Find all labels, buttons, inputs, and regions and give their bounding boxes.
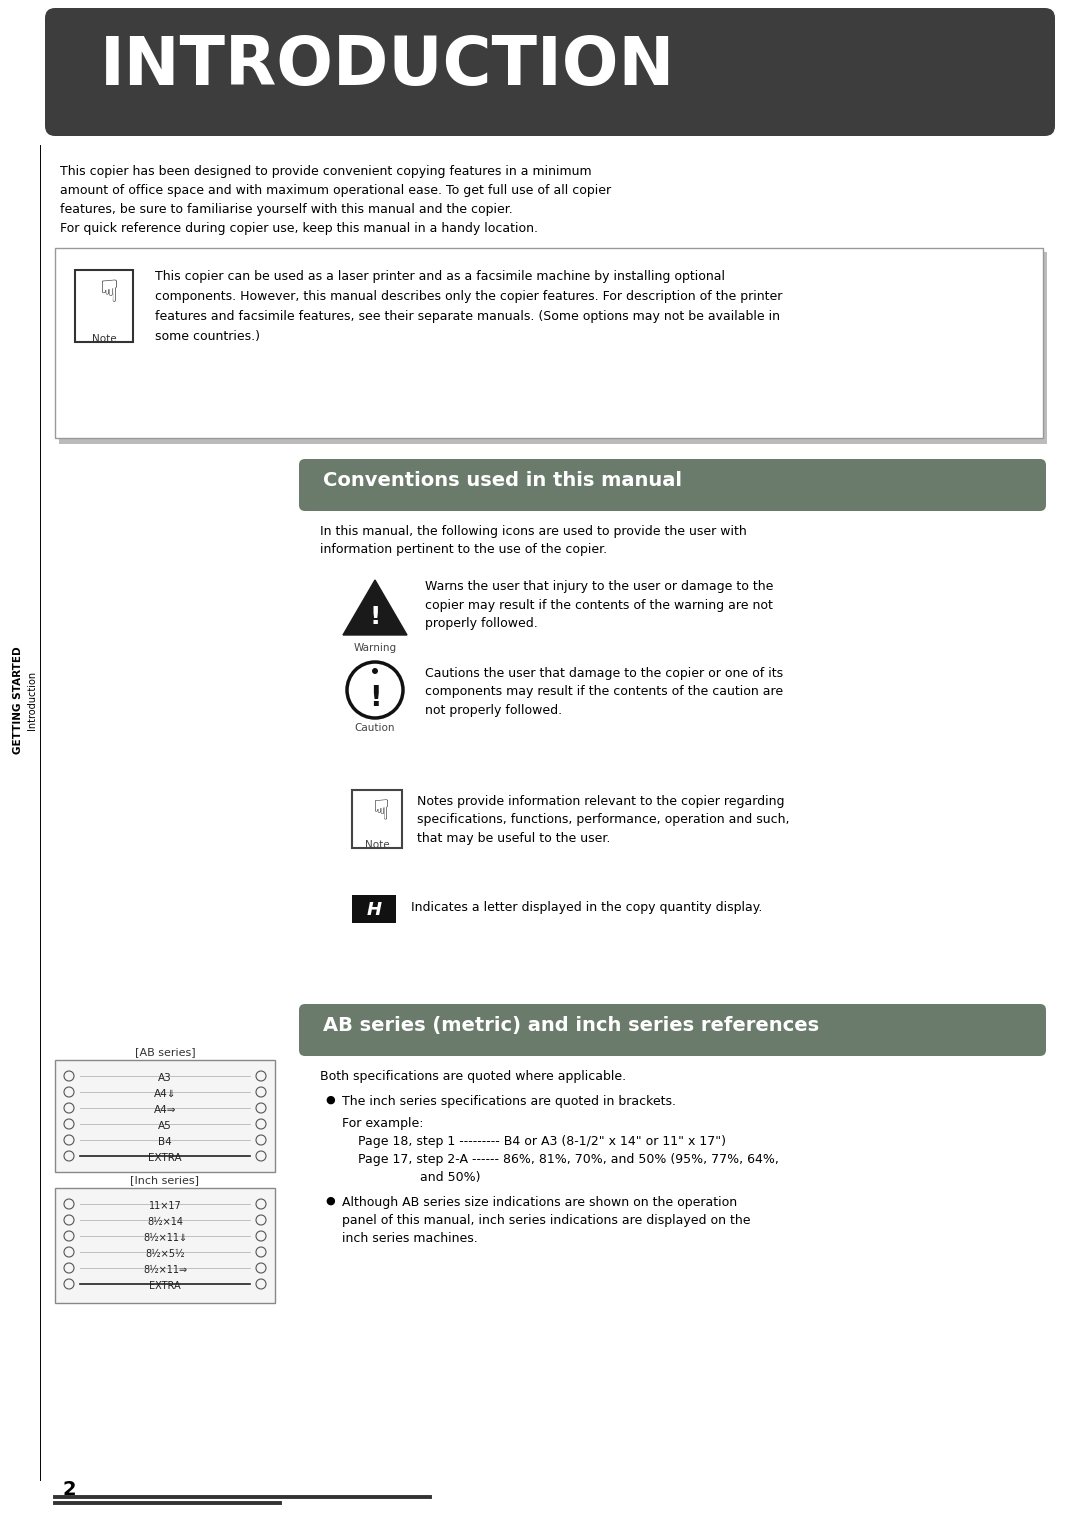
Text: Although AB series size indications are shown on the operation: Although AB series size indications are … <box>342 1196 738 1209</box>
Text: panel of this manual, inch series indications are displayed on the: panel of this manual, inch series indica… <box>342 1215 751 1227</box>
Text: Warns the user that injury to the user or damage to the
copier may result if the: Warns the user that injury to the user o… <box>426 581 773 630</box>
Text: This copier has been designed to provide convenient copying features in a minimu: This copier has been designed to provide… <box>60 165 592 177</box>
Text: Caution: Caution <box>354 723 395 733</box>
Text: Conventions used in this manual: Conventions used in this manual <box>323 471 681 490</box>
Text: This copier can be used as a laser printer and as a facsimile machine by install: This copier can be used as a laser print… <box>156 270 725 283</box>
Text: A4⇒: A4⇒ <box>153 1105 176 1115</box>
FancyBboxPatch shape <box>352 895 396 923</box>
Text: A3: A3 <box>158 1073 172 1083</box>
Text: amount of office space and with maximum operational ease. To get full use of all: amount of office space and with maximum … <box>60 183 611 197</box>
FancyBboxPatch shape <box>45 8 1055 136</box>
FancyBboxPatch shape <box>299 458 1047 510</box>
Text: GETTING STARTED: GETTING STARTED <box>13 646 23 753</box>
Text: features, be sure to familiarise yourself with this manual and the copier.: features, be sure to familiarise yoursel… <box>60 203 513 215</box>
Text: 11×17: 11×17 <box>149 1201 181 1212</box>
Text: A4⇓: A4⇓ <box>153 1089 176 1099</box>
Text: 8½×11⇓: 8½×11⇓ <box>143 1233 187 1242</box>
Text: [Inch series]: [Inch series] <box>131 1175 200 1186</box>
Text: ●: ● <box>325 1096 335 1105</box>
Text: ☞: ☞ <box>90 278 119 306</box>
Text: !: ! <box>368 685 381 712</box>
Text: In this manual, the following icons are used to provide the user with: In this manual, the following icons are … <box>320 526 746 538</box>
FancyBboxPatch shape <box>55 1060 275 1172</box>
Text: ●: ● <box>325 1196 335 1206</box>
Text: Cautions the user that damage to the copier or one of its
components may result : Cautions the user that damage to the cop… <box>426 668 783 717</box>
Text: Notes provide information relevant to the copier regarding
specifications, funct: Notes provide information relevant to th… <box>417 795 789 845</box>
Text: Page 17, step 2-A ------ 86%, 81%, 70%, and 50% (95%, 77%, 64%,: Page 17, step 2-A ------ 86%, 81%, 70%, … <box>357 1154 779 1166</box>
Text: Both specifications are quoted where applicable.: Both specifications are quoted where app… <box>320 1070 626 1083</box>
Text: 8½×11⇒: 8½×11⇒ <box>143 1265 187 1274</box>
FancyBboxPatch shape <box>55 248 1043 439</box>
Text: B4: B4 <box>158 1137 172 1148</box>
Text: Indicates a letter displayed in the copy quantity display.: Indicates a letter displayed in the copy… <box>411 902 762 914</box>
Text: some countries.): some countries.) <box>156 330 260 342</box>
FancyBboxPatch shape <box>55 1187 275 1303</box>
Text: inch series machines.: inch series machines. <box>342 1232 477 1245</box>
Text: features and facsimile features, see their separate manuals. (Some options may n: features and facsimile features, see the… <box>156 310 780 322</box>
Text: [AB series]: [AB series] <box>135 1047 195 1057</box>
Text: components. However, this manual describes only the copier features. For descrip: components. However, this manual describ… <box>156 290 782 303</box>
Circle shape <box>372 668 378 674</box>
Text: !: ! <box>369 605 380 630</box>
Text: The inch series specifications are quoted in brackets.: The inch series specifications are quote… <box>342 1096 676 1108</box>
Text: 2: 2 <box>62 1481 76 1499</box>
FancyBboxPatch shape <box>75 270 133 342</box>
Text: EXTRA: EXTRA <box>148 1154 181 1163</box>
Text: and 50%): and 50%) <box>420 1170 481 1184</box>
Text: 8½×5½: 8½×5½ <box>145 1248 185 1259</box>
Text: Page 18, step 1 --------- B4 or A3 (8-1/2" x 14" or 11" x 17"): Page 18, step 1 --------- B4 or A3 (8-1/… <box>357 1135 726 1148</box>
FancyBboxPatch shape <box>59 252 1047 445</box>
FancyBboxPatch shape <box>299 1004 1047 1056</box>
Text: Introduction: Introduction <box>27 671 37 729</box>
Text: information pertinent to the use of the copier.: information pertinent to the use of the … <box>320 542 607 556</box>
Text: INTRODUCTION: INTRODUCTION <box>100 34 675 99</box>
Text: For quick reference during copier use, keep this manual in a handy location.: For quick reference during copier use, k… <box>60 222 538 235</box>
Polygon shape <box>343 581 407 636</box>
Text: EXTRA: EXTRA <box>149 1280 180 1291</box>
FancyBboxPatch shape <box>352 790 402 848</box>
Text: H: H <box>366 902 381 918</box>
Text: For example:: For example: <box>342 1117 423 1131</box>
Text: Note: Note <box>92 335 117 344</box>
Text: Note: Note <box>365 840 389 850</box>
Text: ☞: ☞ <box>363 798 391 824</box>
Text: 8½×14: 8½×14 <box>147 1216 183 1227</box>
Text: AB series (metric) and inch series references: AB series (metric) and inch series refer… <box>323 1016 819 1034</box>
Text: Warning: Warning <box>353 643 396 652</box>
Text: A5: A5 <box>158 1122 172 1131</box>
